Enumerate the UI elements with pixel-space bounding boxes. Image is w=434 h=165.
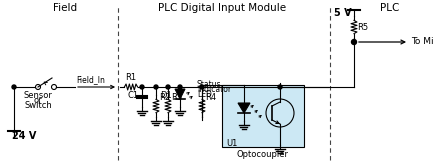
Text: LED: LED — [197, 90, 211, 99]
Polygon shape — [237, 103, 250, 113]
Circle shape — [351, 39, 356, 45]
Text: or: or — [33, 96, 42, 105]
Text: Switch: Switch — [24, 101, 52, 110]
Circle shape — [166, 85, 170, 89]
Bar — [221, 85, 303, 147]
Circle shape — [178, 85, 181, 89]
Text: C1: C1 — [128, 91, 139, 100]
Text: PLC Digital Input Module: PLC Digital Input Module — [158, 3, 286, 13]
Text: R2: R2 — [159, 93, 170, 101]
Text: Status: Status — [197, 80, 221, 89]
Text: To Microcontroller: To Microcontroller — [410, 37, 434, 47]
Circle shape — [12, 85, 16, 89]
Text: Sensor: Sensor — [23, 91, 53, 100]
Text: 24 V: 24 V — [12, 131, 36, 141]
Circle shape — [200, 85, 204, 89]
Text: Field: Field — [53, 3, 77, 13]
Circle shape — [154, 85, 158, 89]
Circle shape — [140, 85, 144, 89]
Text: PLC: PLC — [379, 3, 399, 13]
Text: 5 V: 5 V — [334, 8, 351, 18]
Text: Optocoupler: Optocoupler — [237, 150, 288, 159]
Circle shape — [277, 85, 281, 89]
Text: D1: D1 — [160, 92, 171, 100]
Text: R1: R1 — [125, 73, 136, 82]
Polygon shape — [174, 89, 184, 99]
Text: R3: R3 — [171, 93, 182, 101]
Text: Field_In: Field_In — [76, 75, 105, 84]
Text: R5: R5 — [356, 22, 367, 32]
Text: U1: U1 — [226, 139, 237, 148]
Text: Indicator: Indicator — [197, 85, 230, 94]
Text: R4: R4 — [204, 93, 216, 101]
